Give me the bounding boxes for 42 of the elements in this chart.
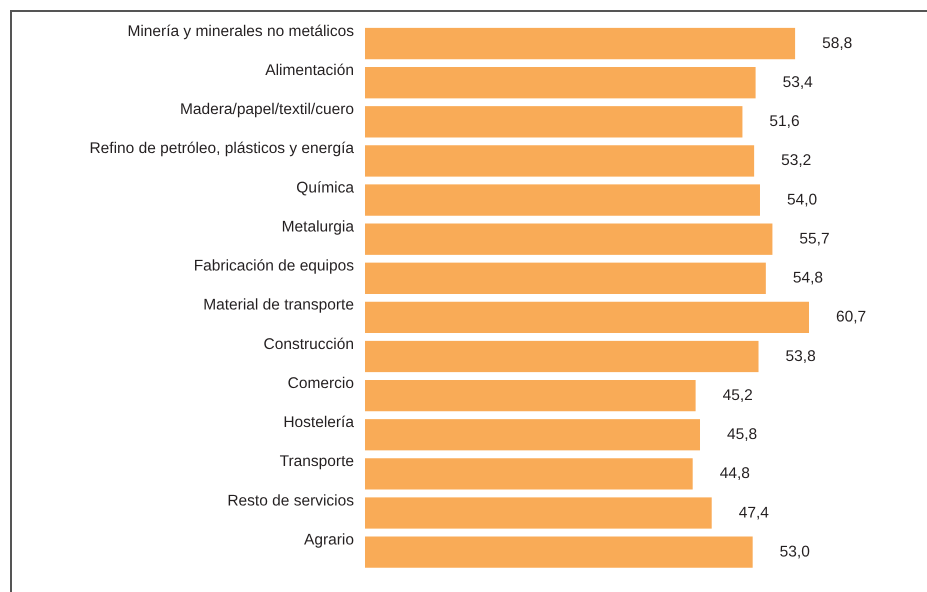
data-label: 53,8: [786, 348, 816, 365]
bar: [365, 458, 693, 490]
y-tick-label: Hostelería: [283, 414, 354, 432]
bar: [365, 380, 696, 412]
data-label: 58,8: [822, 34, 852, 52]
bar: [365, 536, 753, 568]
data-label: 53,2: [781, 152, 812, 170]
bar: [365, 419, 700, 450]
bar: [365, 106, 742, 138]
data-label: 60,7: [836, 308, 866, 326]
y-tick-label: Construcción: [264, 336, 354, 353]
bar: [365, 340, 759, 372]
data-label: 55,7: [799, 230, 830, 248]
y-tick-label: Refino de petróleo, plásticos y energía: [89, 140, 354, 158]
data-label: 53,4: [782, 74, 814, 91]
bar: [365, 262, 766, 294]
y-tick-label: Resto de servicios: [227, 492, 354, 510]
bar: [365, 145, 754, 177]
data-label: 51,6: [769, 113, 800, 130]
data-label: 47,4: [738, 504, 770, 522]
data-label: 45,2: [722, 386, 753, 404]
data-label: 53,0: [780, 543, 810, 560]
bar: [365, 67, 756, 98]
bar: [365, 224, 772, 255]
y-tick-label: Fabricación de equipos: [194, 258, 354, 275]
data-label: 54,8: [792, 270, 824, 287]
y-tick-label: Madera/papel/textil/cuero: [180, 101, 354, 118]
bar: [365, 184, 760, 216]
y-tick-label: Alimentación: [265, 62, 354, 79]
bar: [365, 302, 809, 334]
y-tick-label: Transporte: [280, 453, 354, 470]
y-tick-label: Minería y minerales no metálicos: [127, 22, 354, 40]
y-tick-label: Química: [296, 179, 354, 196]
data-label: 45,8: [727, 426, 758, 444]
y-tick-label: Material de transporte: [203, 296, 354, 314]
data-label: 54,0: [786, 191, 818, 208]
y-tick-label: Comercio: [288, 374, 354, 392]
y-tick-label: Agrario: [304, 531, 354, 548]
data-label: 44,8: [720, 465, 750, 482]
bar: [365, 497, 712, 529]
y-tick-label: Metalurgia: [282, 218, 354, 236]
bar: [365, 28, 796, 60]
